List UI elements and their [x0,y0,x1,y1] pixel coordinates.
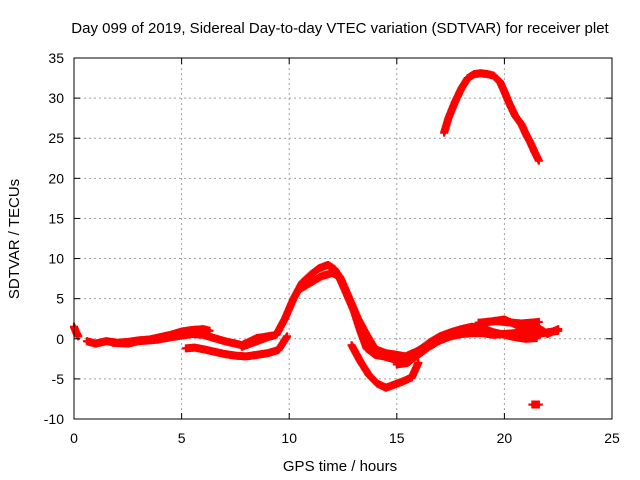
data-point [554,325,563,334]
y-tick-label: -5 [52,371,65,387]
x-tick-label: 0 [70,430,78,446]
grid [74,58,612,419]
data-point [534,317,543,326]
x-tick-label: 20 [497,430,513,446]
x-tick-label: 5 [178,430,186,446]
x-tick-label: 15 [389,430,405,446]
y-axis-label: SDTVAR / TECUs [6,179,23,299]
data-marks [70,69,563,409]
y-tick-label: 0 [56,331,64,347]
x-tick-label: 10 [281,430,297,446]
data-point [534,156,543,165]
y-tick-label: 15 [48,210,64,226]
data-point [532,333,541,342]
axes: 0 5 10 15 20 25 -10 -5 0 5 10 15 20 25 30 35 [44,50,620,446]
y-tick-label: 5 [56,291,64,307]
data-point [414,358,423,367]
x-tick-label: 25 [604,430,620,446]
y-tick-label: 25 [48,130,64,146]
y-tick-label: -10 [44,411,64,427]
chart-title: Day 099 of 2019, Sidereal Day-to-day VTE… [71,20,609,37]
y-tick-label: 10 [48,251,64,267]
data-point [283,332,292,341]
y-tick-label: 30 [48,90,64,106]
plot-frame [73,57,613,420]
data-point [534,400,543,409]
y-tick-label: 35 [48,50,64,66]
x-axis-label: GPS time / hours [283,458,397,475]
y-tick-label: 20 [48,170,64,186]
